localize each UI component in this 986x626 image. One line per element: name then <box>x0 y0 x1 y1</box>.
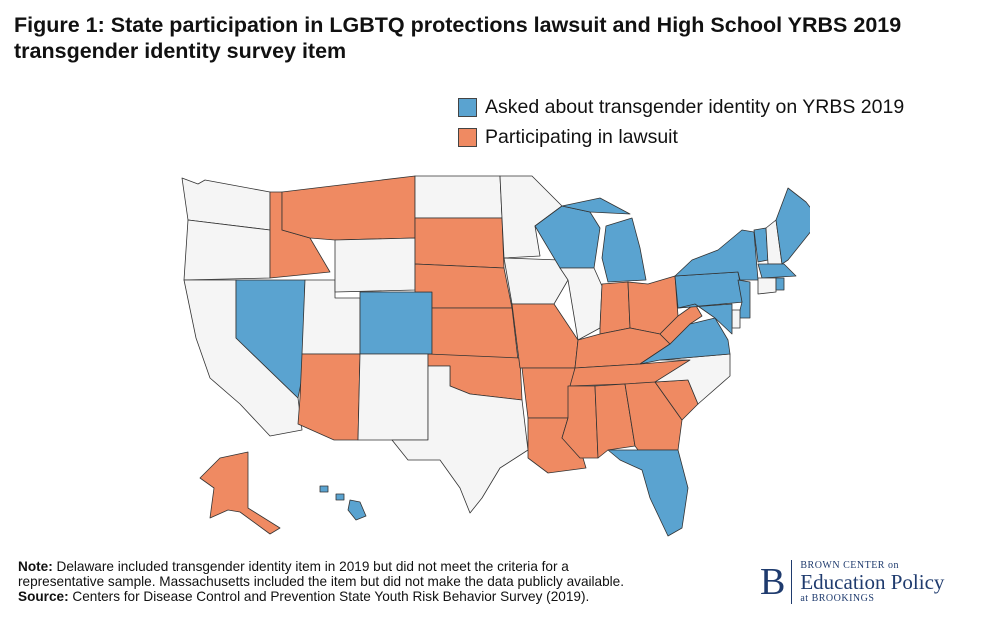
state-MI <box>561 197 647 283</box>
state-OR <box>183 219 271 281</box>
legend-item-lawsuit: Participating in lawsuit <box>458 122 904 152</box>
state-MD <box>677 303 733 335</box>
state-AK <box>199 451 281 535</box>
state-AL <box>594 383 636 459</box>
state-MO <box>511 303 579 369</box>
source-text: Centers for Disease Control and Preventi… <box>72 589 590 604</box>
brookings-logo: B BROWN CENTER on Education Policy at BR… <box>760 560 944 604</box>
legend-label-lawsuit: Participating in lawsuit <box>485 125 678 148</box>
source-line: Source: Centers for Disease Control and … <box>18 589 758 604</box>
state-NM <box>357 353 429 441</box>
legend-swatch-lawsuit <box>458 127 477 147</box>
state-NC <box>654 353 731 405</box>
state-RI <box>775 277 785 291</box>
logo-text: BROWN CENTER on Education Policy at BROO… <box>800 560 944 604</box>
logo-line-1: BROWN CENTER on <box>800 560 899 571</box>
state-IN <box>599 281 631 335</box>
state-AR <box>521 367 576 419</box>
logo-line-2: Education Policy <box>800 570 945 594</box>
state-KS <box>431 307 519 361</box>
state-MN <box>499 175 563 259</box>
state-DE <box>731 309 741 329</box>
state-FL <box>607 449 689 537</box>
logo-mark: B <box>760 561 786 603</box>
note-line-1: Note: Delaware included transgender iden… <box>18 559 758 574</box>
source-label: Source: <box>18 589 69 604</box>
legend-item-yrbs: Asked about transgender identity on YRBS… <box>458 92 904 122</box>
note-text-1: Delaware included transgender identity i… <box>56 559 569 574</box>
state-NJ <box>737 279 751 319</box>
state-AZ <box>297 353 361 441</box>
note-label: Note: <box>18 559 53 574</box>
state-SD <box>414 217 505 269</box>
state-IA <box>503 257 569 305</box>
logo-line-3: at BROOKINGS <box>800 593 875 604</box>
state-CT <box>757 277 777 295</box>
state-WV <box>659 303 703 345</box>
state-TX <box>391 365 529 514</box>
legend: Asked about transgender identity on YRBS… <box>458 92 904 152</box>
state-ND <box>414 175 503 219</box>
state-WY <box>334 237 416 293</box>
legend-swatch-yrbs <box>458 97 477 117</box>
legend-label-yrbs: Asked about transgender identity on YRBS… <box>485 95 905 118</box>
state-CO <box>359 291 433 355</box>
note-text-2: representative sample. Massachusetts inc… <box>18 574 625 589</box>
footnote: Note: Delaware included transgender iden… <box>18 559 758 604</box>
state-ME <box>775 187 810 265</box>
state-MA <box>757 263 797 279</box>
figure-title: Figure 1: State participation in LGBTQ p… <box>14 13 902 63</box>
logo-divider <box>791 560 793 604</box>
state-NV <box>235 279 306 399</box>
state-HI <box>319 485 367 521</box>
us-states-map <box>181 175 810 537</box>
state-PA <box>674 271 745 309</box>
state-NY <box>674 229 759 281</box>
state-MT <box>281 175 416 241</box>
